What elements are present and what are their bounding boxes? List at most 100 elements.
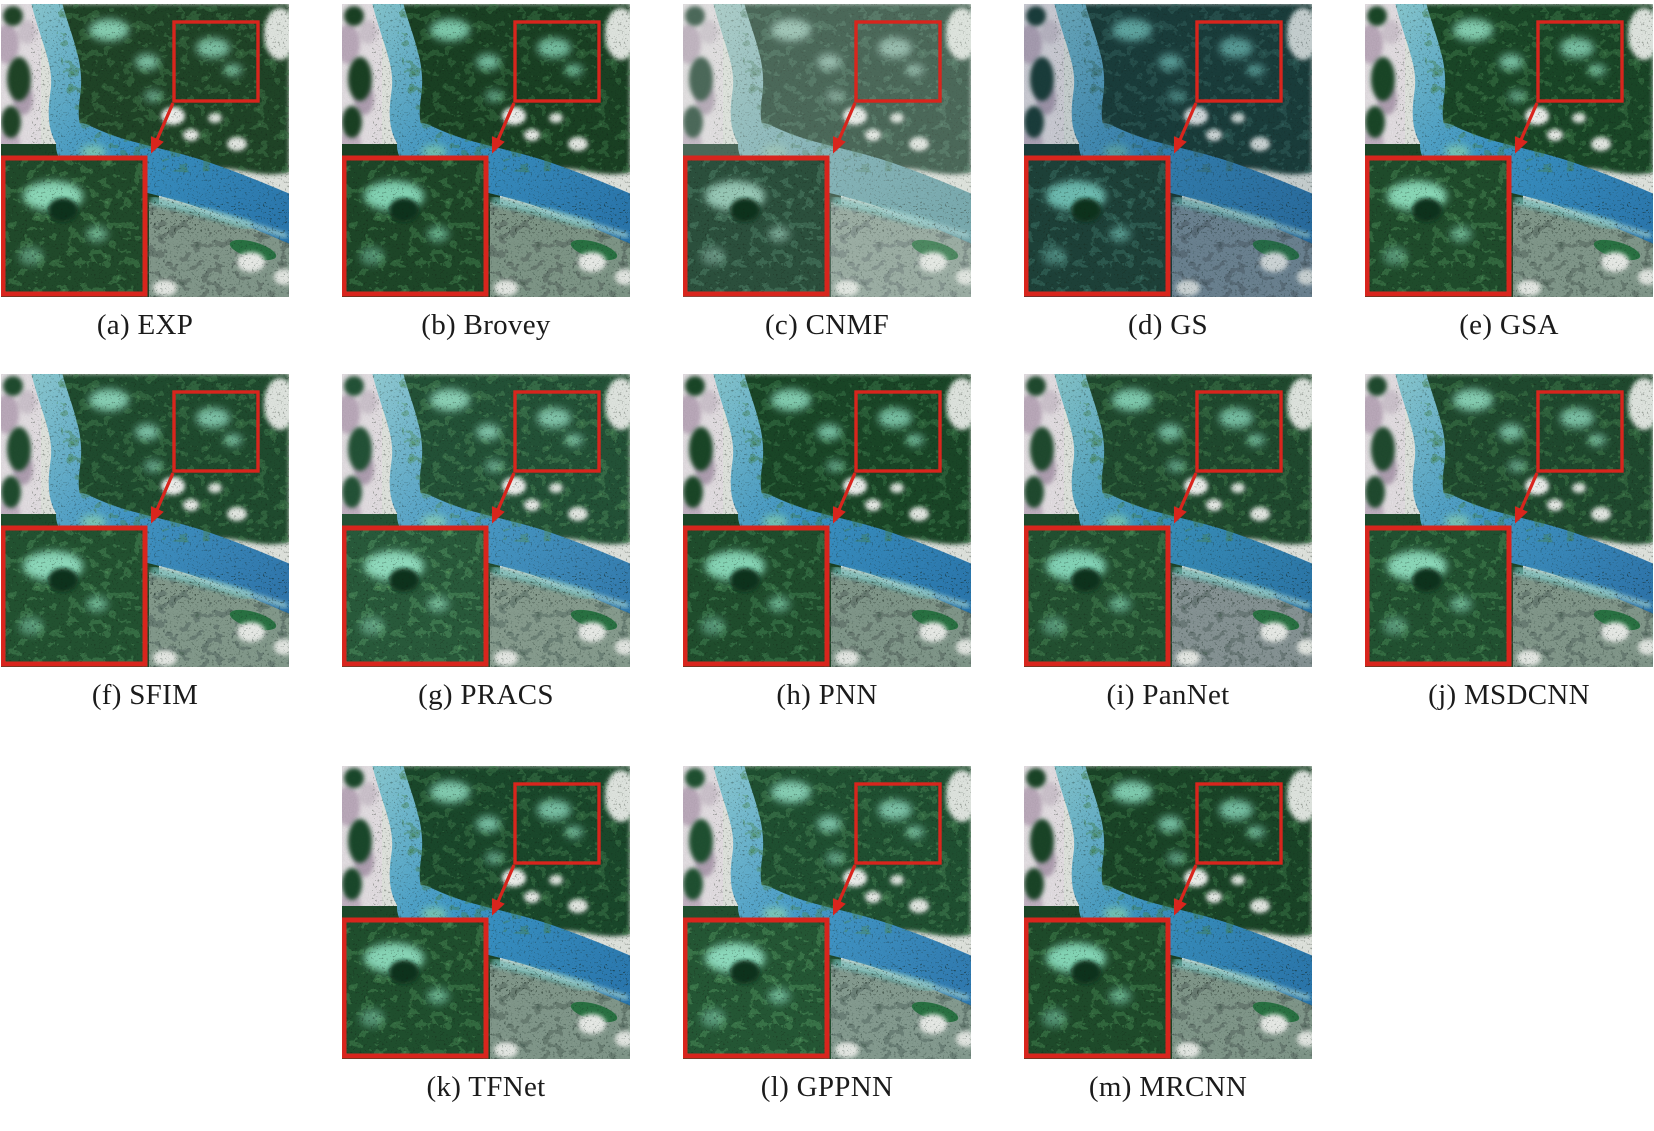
zoom-inset bbox=[1, 525, 148, 667]
panel-label-pannet: (i) PanNet bbox=[1106, 679, 1230, 711]
satellite-image-pnn bbox=[683, 374, 971, 667]
roi-arrow bbox=[832, 472, 857, 524]
satellite-image bbox=[342, 766, 630, 1059]
satellite-image-gs bbox=[1024, 4, 1312, 297]
panel-gs: (d) GS bbox=[1024, 4, 1312, 340]
satellite-image-tfnet bbox=[342, 766, 630, 1059]
satellite-image-exp bbox=[1, 4, 289, 297]
satellite-image bbox=[1024, 766, 1312, 1059]
satellite-image-gppnn bbox=[683, 766, 971, 1059]
inset-border bbox=[1365, 525, 1512, 667]
panel-label-gs: (d) GS bbox=[1128, 309, 1208, 341]
roi-arrow bbox=[1173, 102, 1198, 154]
satellite-image-pracs bbox=[342, 374, 630, 667]
satellite-image bbox=[1, 4, 289, 297]
zoom-inset bbox=[342, 917, 489, 1059]
satellite-image bbox=[342, 4, 630, 297]
satellite-image-sfim bbox=[1, 374, 289, 667]
satellite-image-mrcnn bbox=[1024, 766, 1312, 1059]
panel-label-gsa: (e) GSA bbox=[1459, 309, 1559, 341]
roi-box bbox=[172, 20, 260, 103]
inset-border bbox=[1, 155, 148, 297]
inset-border bbox=[1, 525, 148, 667]
panel-label-gppnn: (l) GPPNN bbox=[760, 1071, 894, 1103]
panel-label-sfim: (f) SFIM bbox=[91, 679, 199, 711]
panel-msdcnn: (j) MSDCNN bbox=[1365, 374, 1653, 710]
inset-border bbox=[1024, 917, 1171, 1059]
panel-label-pnn: (h) PNN bbox=[776, 679, 878, 711]
panel-pracs: (g) PRACS bbox=[342, 374, 630, 710]
panel-gppnn: (l) GPPNN bbox=[683, 766, 971, 1102]
roi-arrow bbox=[832, 864, 857, 916]
satellite-image-gsa bbox=[1365, 4, 1653, 297]
panel-sfim: (f) SFIM bbox=[1, 374, 289, 710]
satellite-image bbox=[1024, 374, 1312, 667]
roi-box bbox=[854, 390, 942, 473]
roi-arrow bbox=[150, 102, 175, 154]
roi-box bbox=[1195, 390, 1283, 473]
satellite-image bbox=[1365, 374, 1653, 667]
inset-border bbox=[1024, 155, 1171, 297]
roi-arrow bbox=[150, 472, 175, 524]
inset-border bbox=[683, 917, 830, 1059]
roi-box bbox=[513, 782, 601, 865]
zoom-inset bbox=[683, 917, 830, 1059]
panel-label-tfnet: (k) TFNet bbox=[426, 1071, 546, 1103]
inset-border bbox=[683, 155, 830, 297]
satellite-image-brovey bbox=[342, 4, 630, 297]
inset-border bbox=[342, 155, 489, 297]
zoom-inset bbox=[1, 155, 148, 297]
panel-mrcnn: (m) MRCNN bbox=[1024, 766, 1312, 1102]
zoom-inset bbox=[342, 525, 489, 667]
satellite-image bbox=[1, 374, 289, 667]
roi-box bbox=[854, 782, 942, 865]
panel-cnmf: (c) CNMF bbox=[683, 4, 971, 340]
satellite-image bbox=[683, 4, 971, 297]
roi-box bbox=[1536, 390, 1624, 473]
roi-arrow bbox=[1173, 472, 1198, 524]
pansharpening-comparison-figure: (a) EXP (b) Brovey (c) CNMF (d) GS (e) GSA (… bbox=[0, 4, 1654, 1102]
panel-exp: (a) EXP bbox=[1, 4, 289, 340]
zoom-inset bbox=[1024, 917, 1171, 1059]
roi-arrow bbox=[1514, 102, 1539, 154]
panel-label-pracs: (g) PRACS bbox=[418, 679, 554, 711]
inset-border bbox=[683, 525, 830, 667]
satellite-image-cnmf bbox=[683, 4, 971, 297]
roi-box bbox=[513, 20, 601, 103]
inset-border bbox=[1365, 155, 1512, 297]
panel-pnn: (h) PNN bbox=[683, 374, 971, 710]
zoom-inset bbox=[342, 155, 489, 297]
panel-label-exp: (a) EXP bbox=[96, 309, 194, 341]
inset-border bbox=[1024, 525, 1171, 667]
roi-arrow bbox=[491, 472, 516, 524]
satellite-image bbox=[683, 374, 971, 667]
zoom-inset bbox=[683, 155, 830, 297]
zoom-inset bbox=[1365, 525, 1512, 667]
roi-box bbox=[172, 390, 260, 473]
figure-row-3: (k) TFNet (l) GPPNN (m) MRCNN bbox=[0, 766, 1654, 1102]
roi-box bbox=[513, 390, 601, 473]
roi-box bbox=[1195, 20, 1283, 103]
panel-label-mrcnn: (m) MRCNN bbox=[1088, 1071, 1248, 1103]
satellite-image bbox=[1024, 4, 1312, 297]
figure-row-1: (a) EXP (b) Brovey (c) CNMF (d) GS (e) GSA bbox=[0, 4, 1654, 340]
panel-label-brovey: (b) Brovey bbox=[421, 309, 551, 341]
panel-pannet: (i) PanNet bbox=[1024, 374, 1312, 710]
inset-border bbox=[342, 917, 489, 1059]
figure-row-2: (f) SFIM (g) PRACS (h) PNN (i) PanNet (j) MS… bbox=[0, 374, 1654, 710]
satellite-image-pannet bbox=[1024, 374, 1312, 667]
satellite-image-msdcnn bbox=[1365, 374, 1653, 667]
panel-brovey: (b) Brovey bbox=[342, 4, 630, 340]
roi-arrow bbox=[1173, 864, 1198, 916]
zoom-inset bbox=[1024, 525, 1171, 667]
roi-box bbox=[1195, 782, 1283, 865]
roi-box bbox=[1536, 20, 1624, 103]
panel-gsa: (e) GSA bbox=[1365, 4, 1653, 340]
roi-arrow bbox=[491, 864, 516, 916]
roi-box bbox=[854, 20, 942, 103]
zoom-inset bbox=[1024, 155, 1171, 297]
zoom-inset bbox=[1365, 155, 1512, 297]
panel-tfnet: (k) TFNet bbox=[342, 766, 630, 1102]
inset-border bbox=[342, 525, 489, 667]
roi-arrow bbox=[491, 102, 516, 154]
